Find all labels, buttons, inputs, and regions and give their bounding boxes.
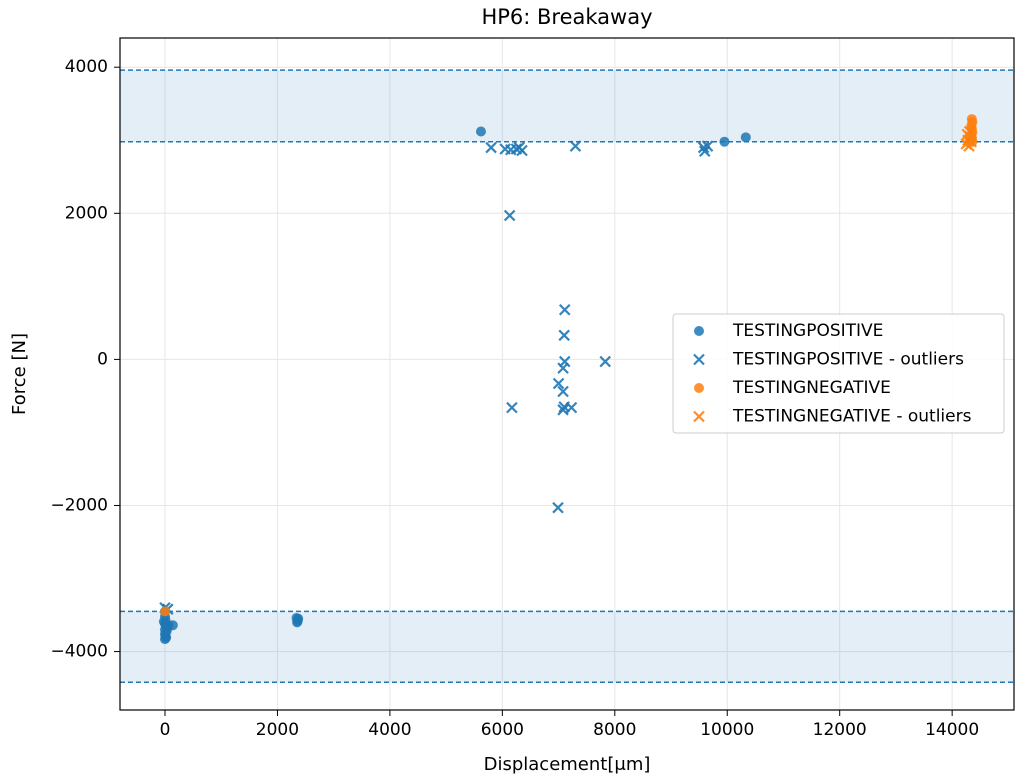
legend-label: TESTINGPOSITIVE xyxy=(732,321,883,341)
series-1 xyxy=(159,140,714,615)
series-3 xyxy=(960,125,978,152)
legend-x-marker xyxy=(693,410,705,423)
legend-circle-marker xyxy=(694,326,704,336)
outlier-point xyxy=(569,140,582,152)
data-point xyxy=(159,606,170,617)
outlier-point xyxy=(965,135,978,148)
outlier-point xyxy=(557,362,569,374)
ticks-layer: 0 2000 4000 6000 8000 10000 12000 14000 −4000 −20… xyxy=(50,57,979,740)
outlier-point xyxy=(557,404,569,416)
legend-x-marker xyxy=(693,353,705,366)
x-tick-label: 10000 xyxy=(700,720,754,740)
outlier-point xyxy=(552,501,564,514)
legend-circle-marker xyxy=(694,383,704,393)
x-tick-label: 8000 xyxy=(593,720,636,740)
data-point xyxy=(740,132,751,143)
threshold-band xyxy=(120,611,1014,683)
outlier-point xyxy=(557,385,569,398)
data-point xyxy=(158,616,169,627)
y-axis-label: Force [N] xyxy=(9,333,30,415)
y-tick-label: 2000 xyxy=(65,203,108,223)
outlier-point xyxy=(701,140,714,152)
plot-frame xyxy=(119,37,1015,711)
data-point xyxy=(167,620,178,631)
outlier-point xyxy=(558,329,570,342)
chart-title: HP6: Breakaway xyxy=(481,5,652,29)
data-point xyxy=(159,634,170,645)
outlier-point xyxy=(565,401,578,414)
y-tick-label: −2000 xyxy=(50,495,108,515)
x-tick-label: 0 xyxy=(160,720,171,740)
band-layer xyxy=(120,69,1014,683)
legend-label: TESTINGNEGATIVE - outliers xyxy=(732,407,972,427)
legend: TESTINGPOSITIVE TESTINGPOSITIVE - outlier… xyxy=(672,313,1005,434)
outlier-point xyxy=(552,377,565,390)
x-tick-label: 2000 xyxy=(256,720,299,740)
x-tick-label: 6000 xyxy=(481,720,524,740)
threshold-band xyxy=(120,70,1014,142)
legend-label: TESTINGPOSITIVE - outliers xyxy=(732,350,964,370)
legend-box xyxy=(672,313,1005,434)
outlier-point xyxy=(503,209,516,222)
data-point xyxy=(475,126,486,137)
outlier-point xyxy=(516,144,528,157)
outlier-point xyxy=(558,355,571,368)
x-axis-label: Displacement[μm] xyxy=(484,754,651,775)
y-tick-label: −4000 xyxy=(50,642,108,662)
y-tick-label: 4000 xyxy=(65,57,108,77)
y-tick-label: 0 xyxy=(97,349,108,369)
outlier-point xyxy=(506,401,518,414)
outlier-point xyxy=(558,303,571,316)
outlier-point xyxy=(485,141,497,154)
legend-label: TESTINGNEGATIVE xyxy=(732,378,891,398)
outlier-point xyxy=(599,355,612,368)
x-tick-label: 4000 xyxy=(368,720,411,740)
data-point xyxy=(719,136,730,147)
data-point xyxy=(293,613,304,624)
x-tick-label: 12000 xyxy=(813,720,867,740)
series-0 xyxy=(158,126,751,645)
outlier-point xyxy=(963,125,976,138)
x-tick-label: 14000 xyxy=(925,720,979,740)
points-layer xyxy=(158,114,978,645)
